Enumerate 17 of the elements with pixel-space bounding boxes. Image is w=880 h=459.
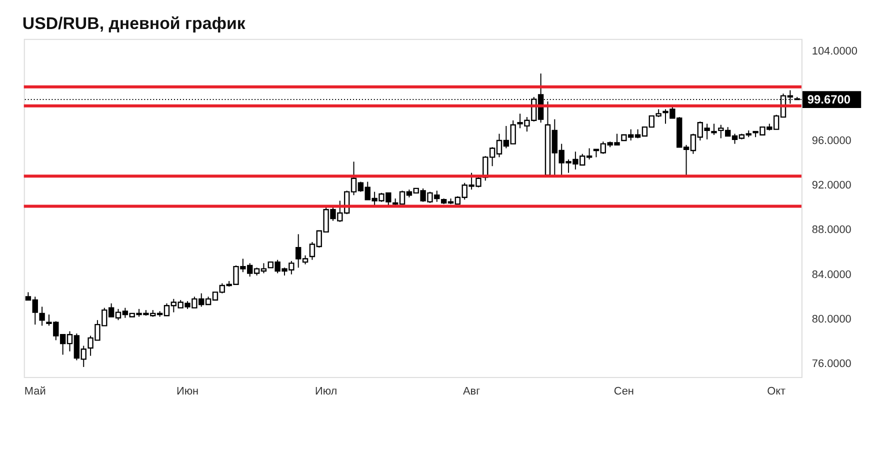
chart-title: USD/RUB, дневной график — [22, 14, 246, 33]
y-tick-label: 88.0000 — [812, 224, 852, 236]
x-tick-label: Авг — [463, 385, 480, 398]
y-tick-label: 84.0000 — [812, 268, 852, 281]
x-tick-label: Июл — [314, 385, 338, 398]
x-tick-label: Июн — [176, 385, 199, 398]
x-tick-label: Май — [24, 385, 46, 398]
y-tick-label: 76.0000 — [812, 358, 852, 370]
ref-line-label: 99.6700 — [807, 92, 851, 106]
x-tick-label: Окт — [767, 385, 786, 398]
candlestick — [711, 123, 717, 136]
y-tick-label: 96.0000 — [812, 134, 852, 147]
x-tick-label: Сен — [614, 385, 634, 398]
y-tick-label: 104.0000 — [812, 46, 858, 58]
y-tick-label: 92.0000 — [812, 180, 852, 192]
candlestick — [39, 306, 45, 326]
y-tick-label: 80.0000 — [812, 313, 852, 326]
